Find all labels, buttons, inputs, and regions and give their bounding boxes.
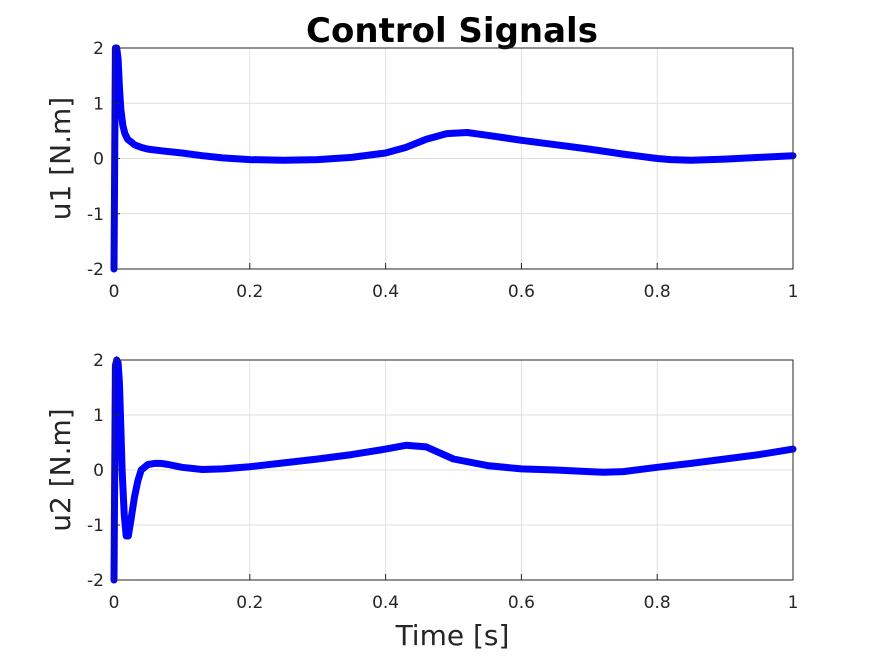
y-tick-label: -2 (87, 571, 104, 591)
y-tick-label: 1 (93, 406, 104, 426)
subplot-u2: 0 0.2 0.4 0.6 0.8 1 -2 -1 0 1 2 u2 [N.m] Time [s] (44, 351, 798, 652)
x-tick-label: 0 (109, 282, 120, 302)
y-tick-label: -1 (87, 516, 104, 536)
y-tick-label: -2 (87, 260, 104, 280)
y-axis-label: u1 [N.m] (44, 97, 77, 220)
x-tick-label: 0.8 (644, 593, 671, 613)
chart-title: Control Signals (306, 11, 598, 51)
y-tick-label: 2 (93, 351, 104, 371)
x-tick-label: 0.6 (508, 282, 535, 302)
y-axis-label: u2 [N.m] (44, 408, 77, 531)
x-tick-label: 0.8 (644, 282, 671, 302)
y-tick-label: -1 (87, 205, 104, 225)
x-tick-label: 0.2 (236, 282, 263, 302)
y-tick-label: 2 (93, 39, 104, 59)
x-tick-label: 0.2 (236, 593, 263, 613)
x-tick-label: 1 (788, 282, 799, 302)
y-tick-label: 0 (93, 461, 104, 481)
x-tick-label: 0.4 (372, 593, 399, 613)
x-tick-label: 0 (109, 593, 120, 613)
y-tick-label: 0 (93, 150, 104, 170)
subplot-u1: 0 0.2 0.4 0.6 0.8 1 -2 -1 0 1 2 u1 [N.m] (44, 39, 798, 302)
series-line (112, 46, 794, 270)
x-tick-label: 1 (788, 593, 799, 613)
x-tick-label: 0.6 (508, 593, 535, 613)
x-tick-label: 0.4 (372, 282, 399, 302)
x-axis-label: Time [s] (395, 619, 510, 652)
y-tick-label: 1 (93, 94, 104, 114)
series-line (112, 355, 794, 581)
